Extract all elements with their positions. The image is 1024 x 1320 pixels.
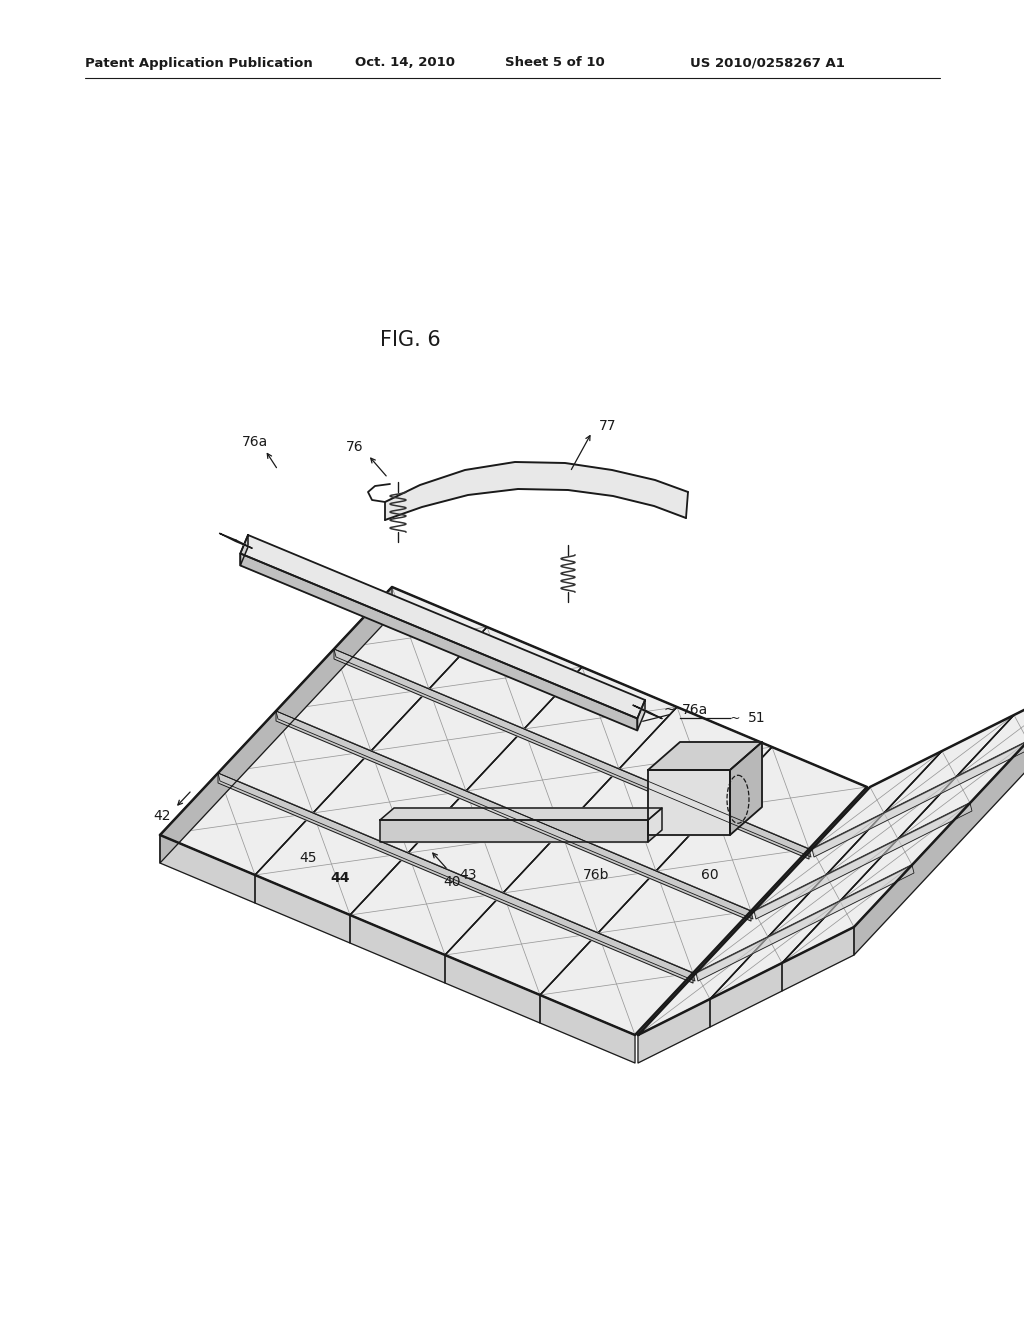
Polygon shape bbox=[633, 705, 663, 718]
Polygon shape bbox=[710, 902, 840, 999]
Polygon shape bbox=[408, 791, 561, 894]
Polygon shape bbox=[826, 777, 956, 875]
Polygon shape bbox=[380, 808, 662, 820]
Polygon shape bbox=[812, 741, 1024, 857]
Text: 44: 44 bbox=[331, 871, 350, 884]
Polygon shape bbox=[648, 770, 730, 836]
Text: 76b: 76b bbox=[583, 869, 609, 882]
Polygon shape bbox=[768, 840, 898, 937]
Text: Patent Application Publication: Patent Application Publication bbox=[85, 57, 312, 70]
Text: Sheet 5 of 10: Sheet 5 of 10 bbox=[505, 57, 605, 70]
Polygon shape bbox=[350, 915, 445, 983]
Polygon shape bbox=[276, 711, 753, 919]
Polygon shape bbox=[540, 933, 693, 1035]
Polygon shape bbox=[218, 711, 371, 813]
Polygon shape bbox=[445, 954, 540, 1023]
Polygon shape bbox=[466, 729, 618, 832]
Polygon shape bbox=[241, 535, 248, 565]
Text: ~: ~ bbox=[664, 704, 675, 717]
Text: 43: 43 bbox=[459, 869, 477, 882]
Polygon shape bbox=[618, 708, 772, 809]
Polygon shape bbox=[637, 700, 645, 730]
Polygon shape bbox=[160, 836, 255, 903]
Polygon shape bbox=[380, 820, 648, 842]
Polygon shape bbox=[696, 865, 914, 981]
Polygon shape bbox=[445, 894, 598, 995]
Polygon shape bbox=[782, 865, 912, 964]
Text: 40: 40 bbox=[443, 875, 461, 888]
Text: 51: 51 bbox=[748, 711, 766, 725]
Polygon shape bbox=[429, 627, 582, 729]
Polygon shape bbox=[219, 533, 252, 548]
Polygon shape bbox=[884, 715, 1014, 813]
Polygon shape bbox=[638, 999, 710, 1063]
Polygon shape bbox=[241, 553, 637, 730]
Text: 76: 76 bbox=[346, 440, 364, 454]
Polygon shape bbox=[313, 751, 466, 853]
Polygon shape bbox=[598, 871, 751, 973]
Polygon shape bbox=[350, 853, 503, 954]
Polygon shape bbox=[656, 809, 809, 911]
Polygon shape bbox=[638, 937, 768, 1035]
Polygon shape bbox=[255, 875, 350, 942]
Polygon shape bbox=[714, 747, 867, 849]
Polygon shape bbox=[754, 813, 884, 911]
Polygon shape bbox=[276, 711, 751, 921]
Text: 77: 77 bbox=[599, 418, 616, 433]
Polygon shape bbox=[710, 964, 782, 1027]
Polygon shape bbox=[524, 667, 677, 770]
Polygon shape bbox=[255, 813, 408, 915]
Polygon shape bbox=[854, 678, 1024, 954]
Polygon shape bbox=[648, 742, 762, 770]
Polygon shape bbox=[812, 751, 942, 849]
Polygon shape bbox=[540, 995, 635, 1063]
Polygon shape bbox=[561, 770, 714, 871]
Text: Oct. 14, 2010: Oct. 14, 2010 bbox=[355, 57, 455, 70]
Text: 42: 42 bbox=[154, 809, 171, 822]
Text: ~: ~ bbox=[730, 711, 740, 725]
Polygon shape bbox=[160, 774, 313, 875]
Polygon shape bbox=[334, 649, 811, 857]
Text: US 2010/0258267 A1: US 2010/0258267 A1 bbox=[690, 57, 845, 70]
Polygon shape bbox=[956, 678, 1024, 777]
Polygon shape bbox=[385, 462, 688, 520]
Polygon shape bbox=[276, 649, 429, 751]
Polygon shape bbox=[334, 649, 809, 859]
Polygon shape bbox=[218, 774, 693, 983]
Polygon shape bbox=[371, 689, 524, 791]
Polygon shape bbox=[730, 742, 762, 836]
Text: FIG. 6: FIG. 6 bbox=[380, 330, 440, 350]
Polygon shape bbox=[160, 587, 392, 863]
Text: 76a: 76a bbox=[242, 436, 268, 449]
Polygon shape bbox=[898, 741, 1024, 840]
Polygon shape bbox=[503, 832, 656, 933]
Text: 60: 60 bbox=[701, 869, 719, 882]
Text: 76a: 76a bbox=[682, 704, 709, 717]
Polygon shape bbox=[241, 535, 645, 718]
Polygon shape bbox=[334, 587, 487, 689]
Polygon shape bbox=[782, 927, 854, 991]
Text: 45: 45 bbox=[299, 851, 316, 865]
Polygon shape bbox=[840, 803, 970, 902]
Polygon shape bbox=[754, 803, 972, 919]
Polygon shape bbox=[648, 808, 662, 842]
Polygon shape bbox=[696, 875, 826, 973]
Polygon shape bbox=[218, 774, 695, 981]
